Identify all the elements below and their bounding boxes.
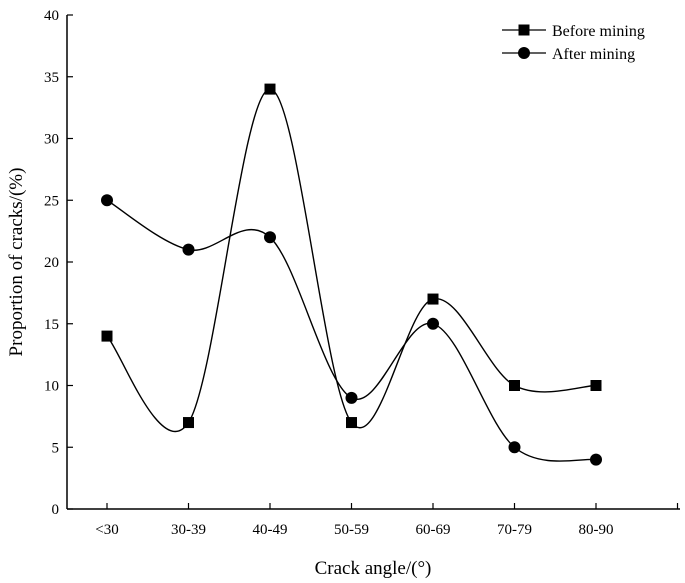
x-ticks: <30 30-39 40-49 50-59 60-69 70-79 80-90 [95,503,679,538]
point-after-mining-6 [590,453,602,466]
y-tick-label-0: 0 [52,502,60,518]
legend-marker-after-mining [518,47,530,59]
point-before-mining-5 [509,380,520,391]
series-layer [101,83,602,466]
y-tick-label-35: 35 [44,70,59,86]
point-after-mining-5 [508,441,521,454]
series-line-before-mining [106,88,597,433]
point-before-mining-1 [183,417,194,429]
y-axis-title: Proportion of cracks/(%) [6,168,27,357]
axes [66,15,680,510]
series-after-mining [101,194,602,466]
y-tick-label-10: 10 [44,379,59,395]
y-tick-label-25: 25 [44,193,59,209]
y-tick-label-5: 5 [52,440,60,456]
legend-label-after-mining: After mining [552,46,635,63]
x-tick-label-3: 50-59 [334,522,369,538]
legend-label-before-mining: Before mining [552,23,645,40]
series-before-mining [101,83,602,433]
point-after-mining-0 [101,194,113,207]
legend: Before mining After mining [502,23,645,63]
point-after-mining-2 [264,231,276,244]
x-tick-label-1: 30-39 [171,522,206,538]
x-tick-label-6: 80-90 [579,522,614,538]
x-tick-label-2: 40-49 [253,522,288,538]
point-before-mining-4 [427,293,439,305]
point-after-mining-4 [427,317,439,330]
point-after-mining-1 [182,243,195,256]
y-tick-label-30: 30 [44,132,59,148]
y-tick-label-20: 20 [44,255,59,271]
x-tick-label-0: <30 [95,522,118,538]
y-tick-label-15: 15 [44,317,59,333]
point-before-mining-0 [101,330,113,342]
x-tick-label-5: 70-79 [497,522,532,538]
point-before-mining-6 [590,380,602,391]
point-before-mining-3 [346,417,357,429]
y-tick-label-40: 40 [44,8,59,24]
point-after-mining-3 [345,391,358,404]
legend-marker-before-mining [518,24,530,36]
x-tick-label-4: 60-69 [416,522,451,538]
y-ticks: 0 5 10 15 20 25 30 35 40 [44,8,73,518]
x-axis-title: Crack angle/(°) [315,558,432,579]
point-before-mining-2 [264,83,276,95]
